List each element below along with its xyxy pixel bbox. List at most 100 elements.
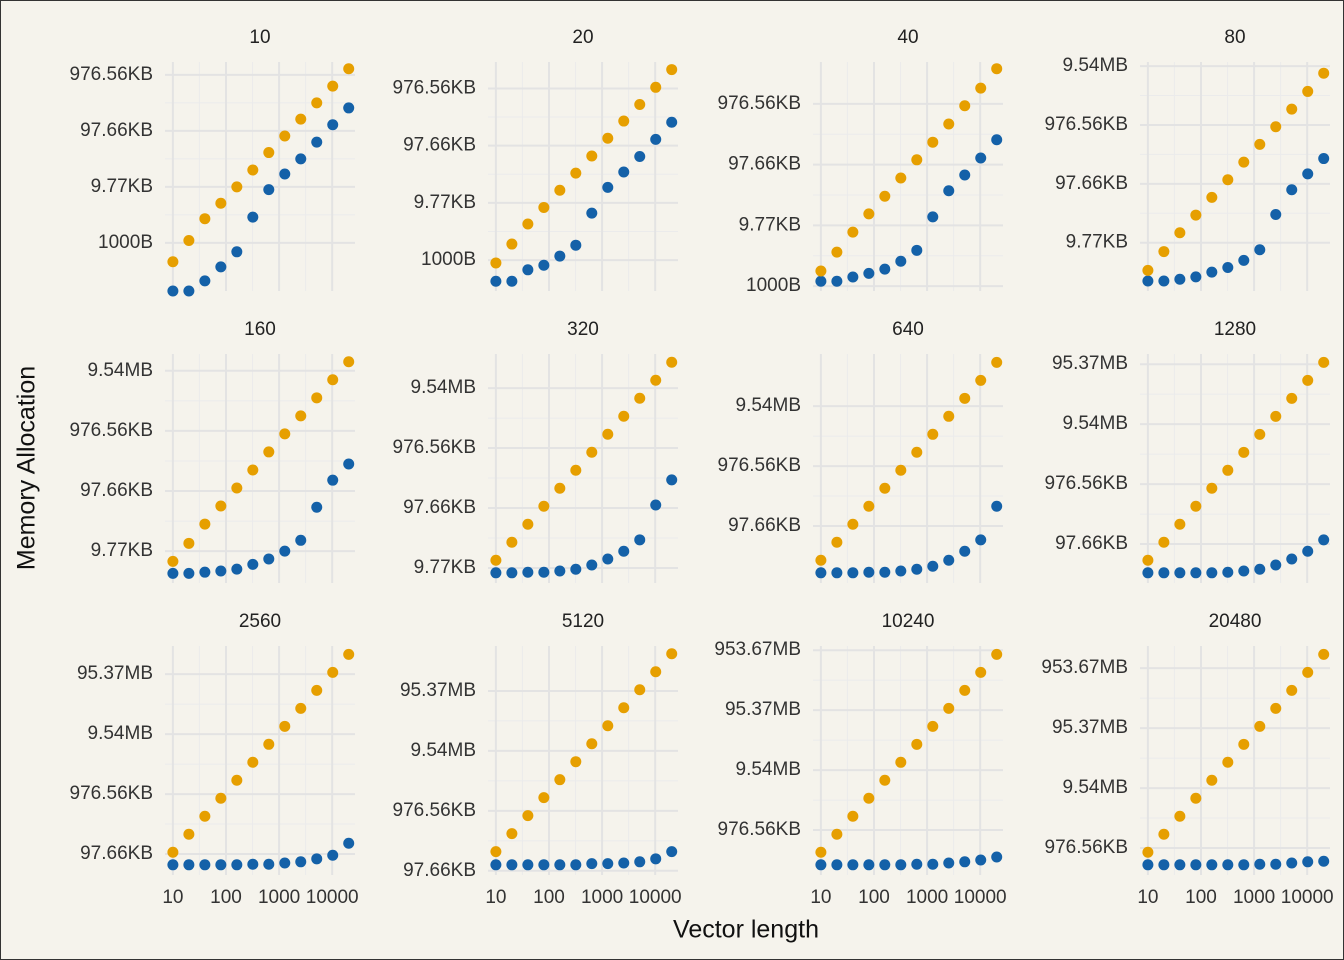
point xyxy=(666,116,678,128)
point xyxy=(1142,264,1154,276)
y-tick-label: 97.66KB xyxy=(1055,173,1128,194)
point xyxy=(231,859,243,871)
point xyxy=(1222,261,1234,273)
point xyxy=(1270,410,1282,422)
point xyxy=(863,859,875,871)
y-tick-label: 9.77KB xyxy=(414,192,476,213)
point xyxy=(1174,227,1186,239)
point xyxy=(618,166,630,178)
y-tick-label: 97.66KB xyxy=(403,135,476,156)
point xyxy=(895,565,907,577)
point xyxy=(959,856,971,868)
point xyxy=(199,859,211,871)
point xyxy=(602,858,614,870)
point xyxy=(927,211,939,223)
point xyxy=(1302,545,1314,557)
points xyxy=(490,648,678,871)
point xyxy=(1254,858,1266,870)
point xyxy=(506,238,518,250)
point xyxy=(167,256,179,268)
point xyxy=(879,482,891,494)
y-tick-label: 976.56KB xyxy=(393,77,476,98)
point xyxy=(943,185,955,197)
point xyxy=(247,756,259,768)
point xyxy=(847,271,859,283)
x-tick-label: 100 xyxy=(210,887,242,908)
point xyxy=(538,859,550,871)
point xyxy=(1190,792,1202,804)
point xyxy=(1286,684,1298,696)
point xyxy=(538,201,550,213)
point xyxy=(1222,174,1234,186)
point xyxy=(927,428,939,440)
x-tick-label: 10000 xyxy=(1281,887,1334,908)
point xyxy=(343,648,355,660)
y-tick-label: 95.37MB xyxy=(725,699,801,720)
y-tick-label: 95.37MB xyxy=(77,663,153,684)
y-tick-label: 976.56KB xyxy=(1045,837,1128,858)
point xyxy=(650,853,662,865)
point xyxy=(943,410,955,422)
point xyxy=(1238,565,1250,577)
y-tick-label: 97.66KB xyxy=(80,843,153,864)
point xyxy=(167,555,179,567)
point xyxy=(327,80,339,92)
y-tick-label: 9.54MB xyxy=(88,723,153,744)
point xyxy=(943,554,955,566)
point xyxy=(959,100,971,112)
point xyxy=(570,167,582,179)
point xyxy=(1206,774,1218,786)
point xyxy=(327,119,339,131)
point xyxy=(831,859,843,871)
y-tick-label: 9.54MB xyxy=(736,395,801,416)
point xyxy=(1174,567,1186,579)
point xyxy=(991,851,1003,863)
point xyxy=(895,464,907,476)
point xyxy=(927,560,939,572)
point xyxy=(618,545,630,557)
point xyxy=(975,152,987,164)
facet-title: 10 xyxy=(249,27,270,48)
facet-title: 10240 xyxy=(882,611,935,632)
facet-title: 20 xyxy=(572,27,593,48)
point xyxy=(815,846,827,858)
y-tick-label: 953.67MB xyxy=(714,639,801,660)
facet-title: 160 xyxy=(244,319,276,340)
y-tick-label: 976.56KB xyxy=(718,93,801,114)
point xyxy=(295,856,307,868)
point xyxy=(506,567,518,579)
point xyxy=(1254,138,1266,150)
point xyxy=(506,275,518,287)
y-axis-label: Memory Allocation xyxy=(13,366,41,570)
point xyxy=(231,246,243,258)
point xyxy=(863,267,875,279)
y-tick-label: 97.66KB xyxy=(80,480,153,501)
y-tick-label: 953.67MB xyxy=(1041,657,1128,678)
point xyxy=(879,774,891,786)
y-tick-label: 97.66KB xyxy=(1055,533,1128,554)
points xyxy=(1142,356,1330,579)
point xyxy=(1318,855,1330,867)
point xyxy=(586,150,598,162)
point xyxy=(279,857,291,869)
point xyxy=(1302,85,1314,97)
point xyxy=(1190,567,1202,579)
point xyxy=(554,250,566,262)
point xyxy=(927,720,939,732)
point xyxy=(263,446,275,458)
point xyxy=(522,518,534,530)
point xyxy=(991,134,1003,146)
point xyxy=(215,792,227,804)
point xyxy=(586,738,598,750)
point xyxy=(295,702,307,714)
point xyxy=(295,410,307,422)
point xyxy=(327,374,339,386)
point xyxy=(879,859,891,871)
y-tick-label: 976.56KB xyxy=(70,420,153,441)
point xyxy=(311,136,323,148)
point xyxy=(490,859,502,871)
point xyxy=(490,257,502,269)
point xyxy=(975,534,987,546)
points xyxy=(490,356,678,579)
